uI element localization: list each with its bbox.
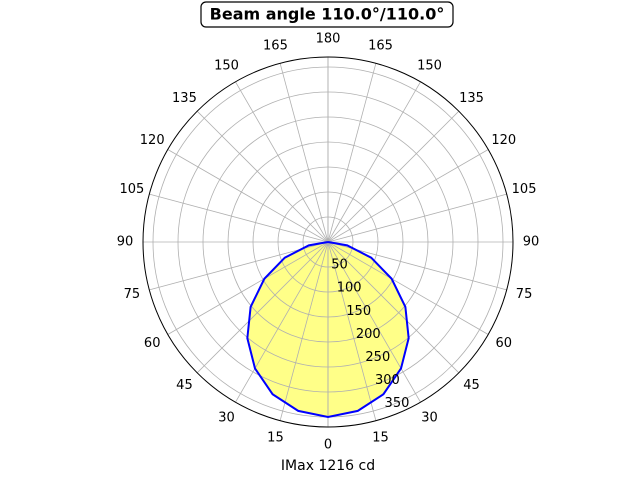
theta-tick-label: 150 bbox=[417, 59, 442, 74]
grid-spoke bbox=[327, 63, 377, 243]
theta-tick-label: 75 bbox=[124, 287, 141, 302]
grid-spoke bbox=[196, 110, 329, 243]
grid-spoke bbox=[327, 241, 421, 403]
r-tick-label: 50 bbox=[331, 258, 348, 273]
theta-tick-label: 150 bbox=[214, 59, 239, 74]
theta-tick-label: 90 bbox=[523, 235, 540, 250]
grid-spoke bbox=[327, 241, 489, 335]
grid-spoke bbox=[279, 241, 329, 421]
r-tick-label: 100 bbox=[337, 281, 362, 296]
theta-tick-label: 75 bbox=[516, 287, 533, 302]
theta-tick-label: 45 bbox=[463, 378, 480, 393]
polar-frame bbox=[142, 56, 514, 428]
theta-tick-label: 60 bbox=[144, 336, 161, 351]
r-tick-label: 150 bbox=[346, 304, 371, 319]
grid-spoke bbox=[196, 241, 329, 374]
theta-tick-label: 120 bbox=[140, 133, 165, 148]
grid-spoke bbox=[167, 149, 329, 243]
theta-tick-label: 120 bbox=[491, 133, 516, 148]
grid-spoke bbox=[327, 241, 377, 421]
theta-tick-label: 135 bbox=[172, 91, 197, 106]
theta-tick-label: 60 bbox=[496, 336, 513, 351]
theta-tick-label: 90 bbox=[117, 235, 134, 250]
theta-tick-label: 135 bbox=[459, 91, 484, 106]
grid-spoke bbox=[235, 241, 329, 403]
theta-tick-label: 15 bbox=[267, 431, 284, 446]
theta-tick-label: 105 bbox=[512, 182, 537, 197]
r-tick-label: 200 bbox=[356, 327, 381, 342]
grid-spoke bbox=[327, 149, 489, 243]
grid-spoke bbox=[279, 63, 329, 243]
grid-spoke bbox=[327, 193, 507, 243]
r-tick-label: 250 bbox=[365, 350, 390, 365]
grid-spoke bbox=[327, 81, 421, 243]
chart-title: Beam angle 110.0°/110.0° bbox=[210, 5, 445, 24]
r-tick-label: 350 bbox=[385, 396, 410, 411]
theta-tick-label: 15 bbox=[372, 431, 389, 446]
theta-tick-label: 105 bbox=[120, 182, 145, 197]
x-axis-label: IMax 1216 cd bbox=[281, 458, 375, 474]
title-box bbox=[200, 1, 454, 28]
theta-tick-label: 165 bbox=[263, 38, 288, 53]
grid-spoke bbox=[327, 110, 460, 243]
theta-tick-label: 30 bbox=[218, 410, 235, 425]
theta-tick-label: 180 bbox=[316, 32, 341, 47]
theta-tick-label: 30 bbox=[421, 410, 438, 425]
theta-tick-label: 165 bbox=[368, 38, 393, 53]
theta-tick-label: 45 bbox=[176, 378, 193, 393]
theta-tick-label: 0 bbox=[324, 438, 332, 453]
grid-spoke bbox=[149, 193, 329, 243]
intensity-curve bbox=[246, 241, 410, 419]
grid-spoke bbox=[167, 241, 329, 335]
grid-spoke bbox=[327, 241, 460, 374]
r-tick-label: 300 bbox=[375, 373, 400, 388]
grid-spoke bbox=[235, 81, 329, 243]
